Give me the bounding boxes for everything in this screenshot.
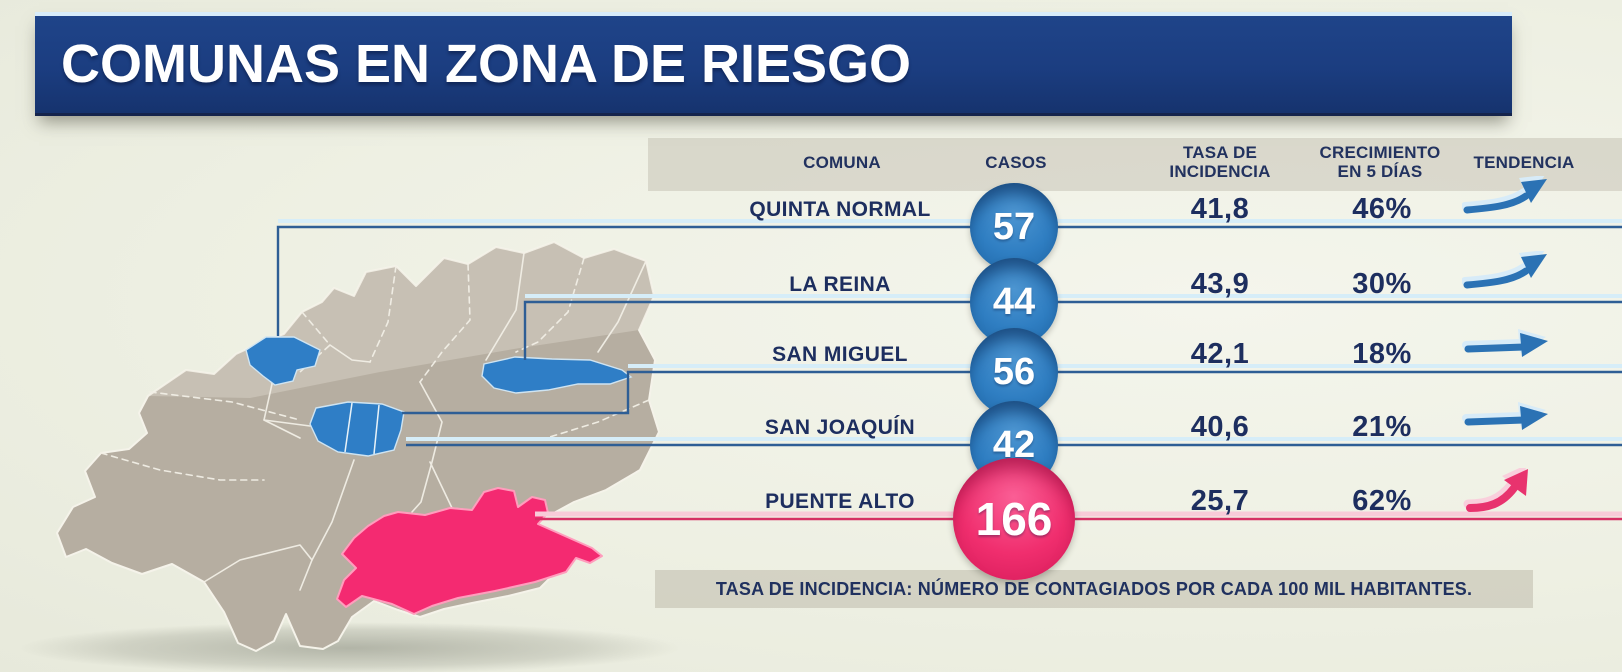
leader-line-la-reina — [523, 294, 1622, 360]
leader-line-puente-alto — [535, 511, 1622, 521]
header-casos: CASOS — [985, 153, 1047, 172]
crecimiento-value: 30% — [1352, 268, 1412, 300]
casos-value: 44 — [992, 280, 1036, 323]
tasa-value: 42,1 — [1190, 338, 1250, 370]
title-banner: COMUNAS EN ZONA DE RIESGO — [35, 12, 1512, 116]
header-tasa-line2: INCIDENCIA — [1169, 162, 1271, 181]
header-tasa-line1: TASA DE — [1182, 143, 1258, 162]
comuna-label: PUENTE ALTO — [765, 490, 915, 513]
page-title: COMUNAS EN ZONA DE RIESGO — [61, 34, 912, 94]
casos-value: 57 — [992, 205, 1036, 248]
trend-flat-icon — [1462, 329, 1548, 357]
trend-flat-icon — [1462, 402, 1548, 430]
crecimiento-value: 18% — [1352, 338, 1412, 370]
header-comuna: COMUNA — [803, 153, 881, 172]
casos-badge: 166 — [953, 458, 1075, 580]
trend-rising-icon — [1462, 176, 1547, 214]
comuna-label: LA REINA — [789, 273, 891, 296]
trend-rising-icon — [1462, 251, 1547, 289]
header-tasa-incidencia: TASA DE INCIDENCIA — [1128, 143, 1312, 181]
crecimiento-value: 46% — [1352, 193, 1412, 225]
casos-value: 166 — [975, 493, 1053, 545]
comuna-label: SAN JOAQUÍN — [764, 416, 916, 439]
casos-value: 56 — [992, 350, 1036, 393]
tasa-value: 25,7 — [1190, 485, 1250, 517]
comuna-label: SAN MIGUEL — [772, 343, 908, 366]
comuna-label: QUINTA NORMAL — [749, 198, 931, 221]
tasa-value: 43,9 — [1190, 268, 1250, 300]
header-crecimiento-line1: CRECIMIENTO — [1319, 143, 1441, 162]
header-tendencia: TENDENCIA — [1473, 153, 1575, 172]
leader-line-quinta-normal — [276, 219, 1622, 336]
map-drop-shadow — [20, 622, 680, 672]
casos-badge: 44 — [970, 258, 1058, 346]
tasa-value: 41,8 — [1190, 193, 1250, 225]
trend-steep-rising-icon — [1463, 468, 1528, 512]
map-region-la-reina — [481, 356, 633, 394]
table-header-band — [648, 138, 1622, 191]
footnote-text: TASA DE INCIDENCIA: NÚMERO DE CONTAGIADO… — [715, 579, 1473, 599]
header-crecimiento-line2: EN 5 DÍAS — [1337, 162, 1423, 181]
map-region-quinta-normal — [245, 336, 321, 386]
footnote: TASA DE INCIDENCIA: NÚMERO DE CONTAGIADO… — [655, 570, 1533, 608]
crecimiento-value: 62% — [1352, 485, 1412, 517]
header-crecimiento: CRECIMIENTO EN 5 DÍAS — [1290, 143, 1470, 181]
casos-badge: 57 — [970, 183, 1058, 271]
tasa-value: 40,6 — [1190, 411, 1250, 443]
fan-region-dividers — [344, 402, 380, 455]
leader-line-san-miguel — [402, 364, 1622, 415]
map-region-san-miguel-san-joaquin — [309, 401, 405, 457]
crecimiento-value: 21% — [1352, 411, 1412, 443]
